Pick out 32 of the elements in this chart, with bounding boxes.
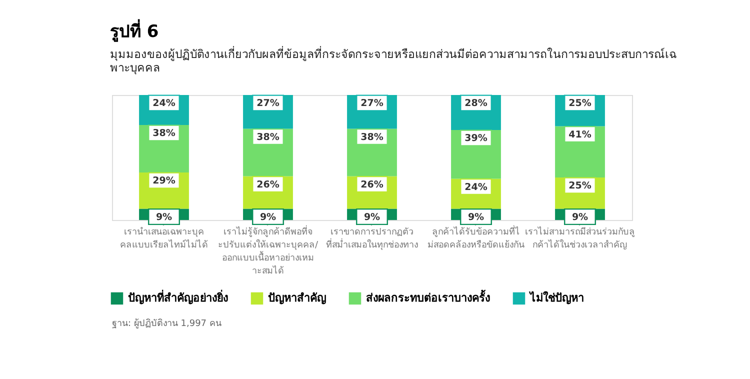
x-tick-label: เรานำเสนอเฉพาะบุค คลแบบเรียลไทม์ไม่ได้: [120, 226, 208, 250]
legend-label: ส่งผลกระทบต่อเราบางครั้ง: [366, 289, 490, 304]
x-tick-label: ลูกค้าได้รับข้อความที่ไ ม่สอดคล้องหรือขัดแย้งกัน: [428, 224, 524, 250]
data-label: 38%: [152, 128, 176, 139]
chart-title: รูปที่ 6: [110, 18, 159, 43]
data-label: 25%: [568, 180, 592, 192]
x-tick-label: เราขาดการปรากฏตัว ที่สม่ำเสมอในทุกช่องทาง: [326, 228, 418, 250]
data-label: 38%: [360, 132, 384, 143]
text: ฐาน: ผู้ปฏิบัติงาน 1,997 คน: [112, 318, 222, 329]
data-label: 9%: [572, 212, 589, 223]
data-label: 26%: [360, 179, 384, 190]
data-label: 27%: [360, 98, 384, 109]
x-tick-label: เราไม่รู้จักลูกค้าดีพอที่จ ะปรับแต่งให้เฉพาะบุคคล/ ออกแบบเนื้อหาอย่างเหม าะสมได้: [218, 224, 319, 276]
data-label: 29%: [152, 176, 176, 186]
data-label: 25%: [568, 98, 592, 109]
legend-label: ไม่ใช่ปัญหา: [528, 290, 584, 304]
data-label: 9%: [260, 212, 277, 223]
data-label: 24%: [152, 98, 176, 109]
data-label: 9%: [364, 212, 381, 223]
data-label: 24%: [464, 182, 488, 193]
data-label: 27%: [256, 98, 280, 109]
chart-subtitle: มุมมองของผู้ปฏิบัติงานเกี่ยวกับผลที่ข้อมูลที่กระจัดกระจายหรือแยกส่วนมีต่อความสามารถในการมอบประสบการณ์เฉ พาะบุคคล: [110, 46, 677, 74]
data-label: 9%: [156, 212, 173, 223]
data-label: 39%: [464, 133, 488, 144]
legend-label: ปัญหาที่สำคัญอย่างยิ่ง: [128, 289, 228, 304]
x-tick-label: เราไม่สามารถมีส่วนร่วมกับลู กค้าได้ในช่วงเวลาสำคัญ: [525, 226, 635, 250]
data-label: 41%: [568, 129, 592, 140]
data-label: 28%: [464, 98, 488, 109]
legend-label: ปัญหาสำคัญ: [268, 291, 326, 304]
data-label: 26%: [256, 179, 280, 190]
data-label: 9%: [468, 212, 485, 223]
data-label: 38%: [256, 132, 280, 143]
